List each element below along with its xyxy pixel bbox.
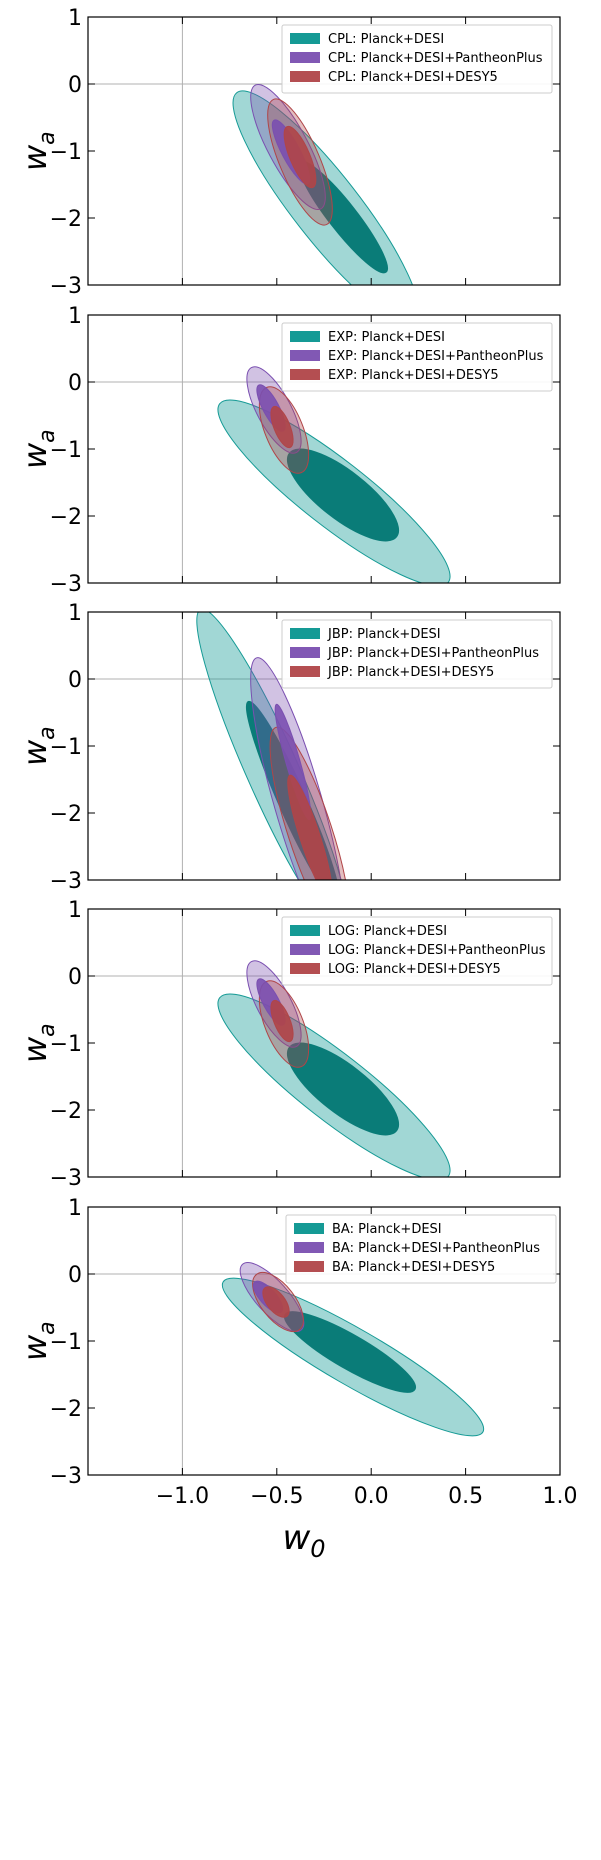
legend: CPL: Planck+DESI CPL: Planck+DESI+Pantheo… [281, 24, 553, 94]
y-tick-label: −3 [50, 1166, 82, 1191]
y-tick-label: −3 [50, 1464, 82, 1489]
y-tick-label: 0 [68, 1263, 82, 1288]
legend-label: EXP: Planck+DESI+DESY5 [328, 368, 499, 383]
legend-label: EXP: Planck+DESI+PantheonPlus [328, 349, 544, 364]
x-tick-label: 1.0 [543, 1484, 578, 1509]
y-tick-label: 1 [68, 601, 82, 626]
y-tick-label: 1 [68, 304, 82, 329]
y-axis-label: wa [16, 1321, 60, 1361]
contour-desy5-inner [270, 999, 294, 1043]
legend-swatch [290, 925, 320, 936]
contour-desy5-inner [283, 125, 317, 189]
y-tick-label: −2 [50, 1397, 82, 1422]
legend-label: BA: Planck+DESI [332, 1222, 442, 1237]
y-tick-label: −1 [50, 1330, 82, 1355]
x-tick-label: −1.0 [156, 1484, 209, 1509]
x-tick-label: 0.5 [448, 1484, 483, 1509]
x-tick-label: −0.5 [250, 1484, 303, 1509]
legend-swatch [290, 52, 320, 63]
contour-desy5-inner [287, 774, 333, 880]
legend-swatch [290, 944, 320, 955]
y-tick-label: −2 [50, 1099, 82, 1124]
contours [217, 366, 451, 583]
y-axis-label: wa [16, 726, 60, 766]
legend-label: JBP: Planck+DESI+DESY5 [327, 665, 494, 680]
y-tick-label: −3 [50, 572, 82, 597]
legend-swatch [290, 350, 320, 361]
y-tick-label: −2 [50, 802, 82, 827]
y-tick-label: −1 [50, 1032, 82, 1057]
legend-swatch [290, 628, 320, 639]
legend-swatch [290, 647, 320, 658]
contours [196, 612, 351, 880]
contour-desy5-inner [270, 405, 294, 449]
legend-box [281, 916, 553, 986]
legend-swatch [294, 1223, 324, 1234]
legend-box [281, 322, 553, 392]
y-tick-label: −1 [50, 735, 82, 760]
y-tick-label: 0 [68, 73, 82, 98]
legend: LOG: Planck+DESI LOG: Planck+DESI+Pantheo… [281, 916, 553, 986]
y-tick-label: −2 [50, 207, 82, 232]
legend-label: CPL: Planck+DESI [328, 32, 444, 47]
legend-box [285, 1214, 557, 1284]
y-axis-label: wa [16, 131, 60, 171]
legend: JBP: Planck+DESI JBP: Planck+DESI+Pantheo… [281, 619, 553, 689]
contours [217, 960, 451, 1177]
y-tick-label: −2 [50, 505, 82, 530]
legend-label: EXP: Planck+DESI [328, 330, 445, 345]
legend-box [281, 619, 553, 689]
legend-swatch [290, 666, 320, 677]
y-axis-label: wa [16, 1023, 60, 1063]
legend-label: CPL: Planck+DESI+DESY5 [328, 70, 498, 85]
legend-box [281, 24, 553, 94]
legend-swatch [294, 1261, 324, 1272]
legend-label: JBP: Planck+DESI [327, 627, 441, 642]
legend-label: JBP: Planck+DESI+PantheonPlus [327, 646, 539, 661]
y-tick-label: 1 [68, 6, 82, 31]
y-tick-label: 0 [68, 371, 82, 396]
x-tick-label: 0.0 [354, 1484, 389, 1509]
legend-label: BA: Planck+DESI+PantheonPlus [332, 1241, 540, 1256]
legend-swatch [290, 331, 320, 342]
y-tick-label: 0 [68, 668, 82, 693]
y-tick-label: −3 [50, 274, 82, 299]
y-tick-label: −1 [50, 140, 82, 165]
y-tick-label: 1 [68, 1196, 82, 1221]
legend-label: BA: Planck+DESI+DESY5 [332, 1260, 495, 1275]
legend-swatch [290, 33, 320, 44]
contour-desi-inner [286, 1042, 400, 1136]
x-axis-label: w0 [282, 1518, 325, 1563]
legend: EXP: Planck+DESI EXP: Planck+DESI+Pantheo… [281, 322, 553, 392]
legend-swatch [290, 963, 320, 974]
contours [232, 83, 420, 285]
contours [221, 1262, 485, 1437]
legend-swatch [294, 1242, 324, 1253]
y-tick-label: −3 [50, 869, 82, 894]
legend-swatch [290, 369, 320, 380]
legend-label: LOG: Planck+DESI+PantheonPlus [328, 943, 546, 958]
legend-swatch [290, 71, 320, 82]
y-tick-label: −1 [50, 438, 82, 463]
contour-desi-inner [286, 448, 400, 542]
y-tick-label: 0 [68, 965, 82, 990]
contour-desy5-inner [262, 1286, 290, 1318]
legend: BA: Planck+DESI BA: Planck+DESI+PantheonP… [285, 1214, 557, 1284]
legend-label: CPL: Planck+DESI+PantheonPlus [328, 51, 543, 66]
legend-label: LOG: Planck+DESI+DESY5 [328, 962, 501, 977]
y-axis-label: wa [16, 429, 60, 469]
y-tick-label: 1 [68, 898, 82, 923]
legend-label: LOG: Planck+DESI [328, 924, 447, 939]
